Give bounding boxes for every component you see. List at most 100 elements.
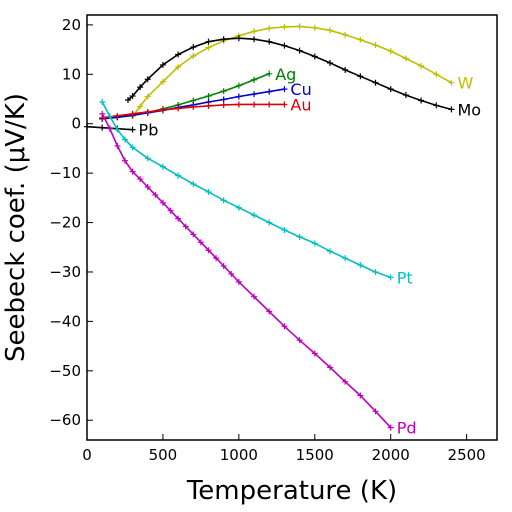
x-tick-label: 2500 — [448, 446, 486, 464]
data-point — [137, 84, 144, 91]
data-point — [144, 76, 151, 83]
data-point — [220, 88, 227, 95]
data-point — [311, 350, 318, 357]
series-label-ag: Ag — [275, 65, 296, 84]
data-point — [121, 136, 128, 143]
data-point — [448, 79, 455, 86]
data-point — [114, 112, 121, 119]
series-label-cu: Cu — [290, 80, 311, 99]
data-point — [190, 103, 197, 110]
data-point — [387, 274, 394, 281]
data-point — [266, 70, 273, 77]
x-tick-label: 1500 — [296, 446, 334, 464]
series-line — [101, 101, 391, 279]
x-tick-label: 500 — [149, 446, 178, 464]
data-point — [402, 55, 409, 62]
data-point — [152, 191, 159, 198]
data-point — [205, 38, 212, 45]
series-pd — [99, 110, 394, 431]
data-point — [106, 125, 113, 132]
series-pt — [99, 98, 394, 281]
series-label-mo: Mo — [457, 100, 481, 119]
data-point — [402, 92, 409, 99]
data-point — [281, 226, 288, 233]
data-point — [342, 66, 349, 73]
data-point — [129, 93, 136, 100]
data-point — [106, 113, 113, 120]
data-point — [114, 126, 121, 133]
data-point — [372, 42, 379, 49]
data-point — [251, 76, 258, 83]
y-tick-label: 0 — [71, 115, 81, 133]
data-point — [418, 97, 425, 104]
data-point — [182, 223, 189, 230]
data-point — [167, 207, 174, 214]
data-point — [281, 42, 288, 49]
data-point — [220, 263, 227, 270]
y-tick-label: 20 — [62, 16, 81, 34]
data-point — [357, 36, 364, 43]
data-point — [99, 124, 106, 131]
data-point — [175, 105, 182, 112]
x-tick-label: 0 — [82, 446, 92, 464]
data-point — [281, 23, 288, 30]
series-label-au: Au — [290, 95, 311, 114]
data-point — [190, 231, 197, 238]
data-point — [235, 204, 242, 211]
data-point — [144, 155, 151, 162]
series-label-pb: Pb — [139, 121, 159, 140]
y-axis-label: Seebeck coef. (μV/K) — [1, 93, 31, 362]
data-point — [357, 392, 364, 399]
data-point — [197, 239, 204, 246]
x-tick-label: 1000 — [220, 446, 258, 464]
data-point — [190, 181, 197, 188]
data-point — [235, 93, 242, 100]
data-point — [326, 59, 333, 66]
data-point — [326, 364, 333, 371]
data-point — [137, 176, 144, 183]
data-point — [266, 219, 273, 226]
data-point — [387, 86, 394, 93]
data-point — [205, 247, 212, 254]
ticks-layer: 0 500 1000 1500 2000 2500 −60 −50 −40 −30 −20 −10 0 1… — [49, 16, 485, 464]
data-point — [251, 212, 258, 219]
data-point — [175, 172, 182, 179]
data-point — [281, 101, 288, 108]
data-point — [121, 157, 128, 164]
data-point — [159, 163, 166, 170]
data-point — [296, 337, 303, 344]
data-point — [159, 106, 166, 113]
series-layer — [84, 23, 455, 431]
data-point — [433, 71, 440, 78]
data-point — [342, 31, 349, 38]
series-label-pt: Pt — [397, 268, 413, 287]
data-point — [251, 28, 258, 35]
x-tick-label: 2000 — [372, 446, 410, 464]
data-point — [175, 215, 182, 222]
data-point — [387, 424, 394, 431]
data-point — [235, 278, 242, 285]
data-point — [159, 61, 166, 68]
data-point — [159, 78, 166, 85]
x-axis-label: Temperature (K) — [186, 476, 397, 506]
data-point — [296, 23, 303, 30]
data-point — [144, 93, 151, 100]
data-point — [281, 86, 288, 93]
data-point — [235, 101, 242, 108]
data-point — [220, 101, 227, 108]
data-point — [251, 293, 258, 300]
data-point — [228, 270, 235, 277]
data-point — [129, 168, 136, 175]
data-point — [266, 101, 273, 108]
plot-frame — [86, 14, 498, 441]
data-point — [220, 36, 227, 43]
data-point — [296, 233, 303, 240]
data-point — [251, 91, 258, 98]
data-point — [190, 44, 197, 51]
data-point — [387, 48, 394, 55]
data-point — [281, 323, 288, 330]
data-point — [266, 308, 273, 315]
data-point — [99, 110, 106, 117]
